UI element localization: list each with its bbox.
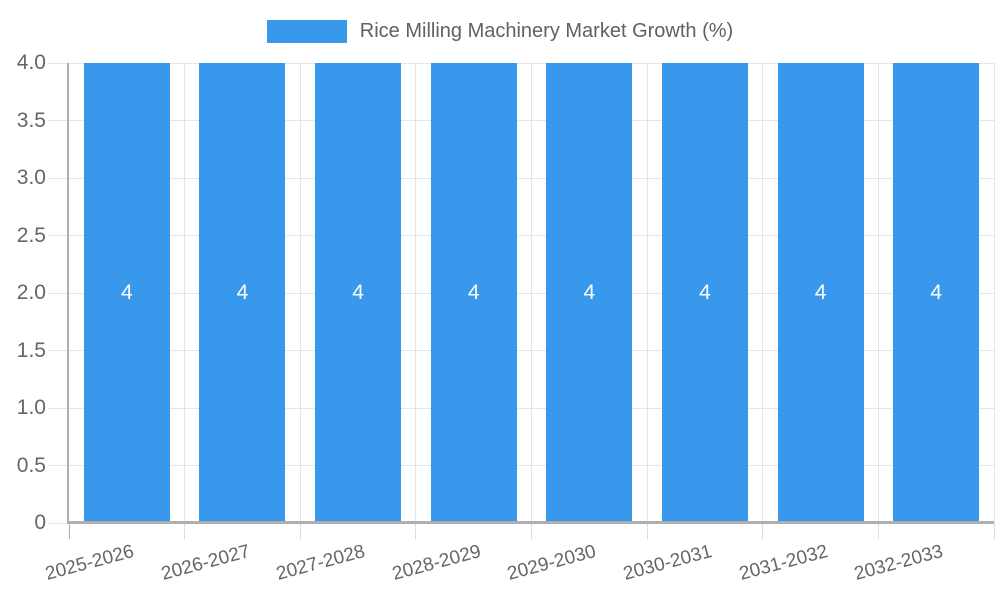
y-tick-label: 3.0 xyxy=(16,166,46,189)
x-axis-tick xyxy=(184,523,186,539)
x-axis-tick xyxy=(531,523,532,539)
bar-value-label: 4 xyxy=(930,281,943,304)
bar: 4 xyxy=(661,63,748,523)
chart-title: Rice Milling Machinery Market Growth (%) xyxy=(359,20,734,42)
y-tick-label: 2.5 xyxy=(16,223,46,247)
y-grid-line xyxy=(48,522,69,524)
x-grid-line xyxy=(415,63,417,523)
y-grid-line xyxy=(48,177,994,179)
y-grid-line xyxy=(48,235,994,236)
y-axis-line xyxy=(67,63,69,524)
bar-value-label: 4 xyxy=(236,281,249,304)
y-grid-line xyxy=(48,292,994,294)
y-tick-label: 1.0 xyxy=(16,396,46,419)
x-axis-line xyxy=(67,521,994,524)
x-tick-label: 2027-2028 xyxy=(274,541,368,585)
x-grid-line xyxy=(646,63,648,523)
x-tick-label: 2031-2032 xyxy=(736,541,830,585)
x-grid-line xyxy=(184,63,186,523)
x-axis-tick xyxy=(993,523,995,539)
bar: 4 xyxy=(546,63,633,523)
x-axis-tick xyxy=(415,523,417,539)
y-tick-label: 2.0 xyxy=(16,281,46,304)
y-tick-label: 1.5 xyxy=(16,338,46,362)
bar: 4 xyxy=(315,63,402,523)
x-axis-tick xyxy=(762,523,764,539)
bar-value-label: 4 xyxy=(467,281,480,304)
y-tick-label: 3.5 xyxy=(16,108,46,132)
x-tick-label: 2026-2027 xyxy=(158,541,252,585)
bar-value-label: 4 xyxy=(583,281,596,304)
bar: 4 xyxy=(430,63,517,523)
y-grid-line xyxy=(48,350,994,351)
x-grid-line xyxy=(299,63,301,523)
x-axis-tick xyxy=(68,523,70,539)
y-tick-label: 0 xyxy=(34,511,46,534)
x-tick-label: 2028-2029 xyxy=(389,541,484,585)
bar-value-label: 4 xyxy=(814,281,827,304)
bar: 4 xyxy=(199,63,286,523)
bar-value-label: 4 xyxy=(699,281,711,304)
x-grid-line xyxy=(877,63,879,523)
x-axis-tick xyxy=(299,523,301,539)
bar: 4 xyxy=(777,63,864,523)
x-axis-tick xyxy=(877,523,879,539)
legend-swatch xyxy=(266,20,347,43)
x-grid-line xyxy=(993,63,995,523)
bar: 4 xyxy=(83,63,170,523)
chart-legend: Rice Milling Machinery Market Growth (%) xyxy=(0,20,1000,43)
x-grid-line xyxy=(531,63,532,523)
y-grid-line xyxy=(48,62,994,64)
x-tick-label: 2032-2033 xyxy=(852,541,946,585)
x-grid-line xyxy=(762,63,764,523)
x-tick-label: 2029-2030 xyxy=(505,541,599,585)
y-grid-line xyxy=(48,465,994,466)
y-grid-line xyxy=(48,407,994,409)
x-tick-label: 2025-2026 xyxy=(43,541,137,585)
y-grid-line xyxy=(48,120,994,121)
x-tick-label: 2030-2031 xyxy=(621,541,715,585)
y-tick-label: 4.0 xyxy=(16,51,46,74)
x-axis-tick xyxy=(646,523,648,539)
bar: 4 xyxy=(893,63,980,523)
bar-value-label: 4 xyxy=(120,281,133,304)
bar-value-label: 4 xyxy=(352,281,364,304)
y-tick-label: 0.5 xyxy=(16,453,46,477)
